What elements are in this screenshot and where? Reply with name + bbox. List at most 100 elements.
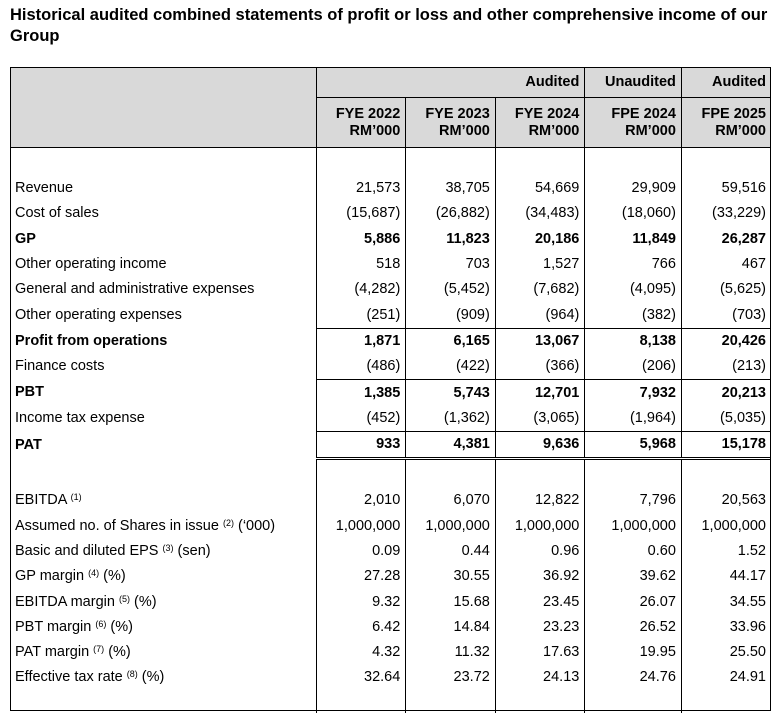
value-cell: 1,527 (494, 251, 585, 278)
value-cell: 19.95 (584, 640, 682, 666)
row-label: General and administrative expenses (15, 281, 255, 298)
row-label-cell: PBT margin (6) (%) (10, 615, 316, 640)
value-cell: (382) (584, 302, 682, 329)
table-row: Revenue 21,573 38,705 54,669 29,909 59,516 (10, 176, 771, 202)
value-cell: 44.17 (680, 564, 771, 590)
value-cell: (486) (315, 354, 406, 380)
value-cell: 12,822 (494, 488, 585, 514)
row-label-cell: PAT margin (7) (%) (10, 640, 316, 665)
value-cell: 0.96 (494, 538, 585, 565)
value-cell: 15,178 (680, 430, 771, 461)
row-label: Effective tax rate (15, 669, 123, 686)
column-header: FPE 2025 RM’000 (680, 97, 771, 148)
value-cell: 766 (584, 251, 682, 278)
value-cell: 17.63 (494, 640, 585, 666)
row-label: EBITDA margin (15, 593, 115, 610)
value-cell: (5,452) (405, 277, 496, 303)
table-row: Other operating income 518 703 1,527 766 467 (10, 251, 771, 278)
row-label-cell: Finance costs (10, 354, 316, 380)
column-period: FYE 2022 (335, 105, 401, 122)
value-cell: 11,823 (405, 226, 496, 252)
column-unit: RM’000 (625, 122, 676, 139)
column-unit: RM’000 (528, 122, 580, 139)
value-cell: 11.32 (405, 640, 496, 666)
value-cell: 11,849 (584, 226, 682, 252)
value-cell: 5,968 (584, 430, 682, 461)
value-cell: 1.52 (680, 538, 771, 565)
table-row: EBITDA (1) 2,010 6,070 12,822 7,796 20,563 (10, 488, 771, 514)
value-cell: 5,743 (405, 379, 496, 406)
table-row: GP 5,886 11,823 20,186 11,849 26,287 (10, 226, 771, 252)
row-label: PAT margin (15, 644, 90, 661)
value-cell: (422) (405, 354, 496, 380)
value-cell: 29,909 (584, 176, 682, 202)
value-cell: 15.68 (405, 589, 496, 615)
value-cell: (26,882) (405, 201, 496, 227)
value-cell: 23.72 (405, 665, 496, 691)
value-cell: 4.32 (315, 640, 406, 666)
row-label-cell: Other operating expenses (10, 302, 316, 328)
section-title: Historical audited combined statements o… (10, 6, 768, 45)
value-cell: 1,000,000 (584, 513, 682, 539)
row-label: Income tax expense (15, 410, 145, 427)
row-label: Profit from operations (15, 332, 168, 349)
header-period-row: FYE 2022 RM’000 FYE 2023 RM’000 FYE 2024 RM’0… (10, 97, 771, 148)
value-cell: (3,065) (494, 405, 585, 432)
row-unit: (‘000) (237, 517, 276, 534)
row-label: Other operating expenses (15, 306, 182, 323)
table-row: PAT 933 4,381 9,636 5,968 15,178 (10, 430, 771, 461)
value-cell: (4,095) (584, 277, 682, 303)
value-cell: 20,186 (494, 226, 585, 252)
row-label: Finance costs (15, 358, 105, 375)
value-cell: 933 (315, 430, 406, 461)
row-label: Other operating income (15, 256, 167, 273)
value-cell: 518 (315, 251, 406, 278)
value-cell: 26.52 (584, 614, 682, 641)
row-unit: (%) (110, 618, 133, 635)
value-cell: (7,682) (494, 277, 585, 303)
row-label: Revenue (15, 180, 74, 197)
value-cell: 34.55 (680, 589, 771, 615)
value-cell: (703) (680, 302, 771, 329)
value-cell: 27.28 (315, 564, 406, 590)
value-cell: 25.50 (680, 640, 771, 666)
row-label-cell: EBITDA (1) (10, 488, 316, 513)
table-row: PAT margin (7) (%) 4.32 11.32 17.63 19.95 25.… (10, 640, 771, 666)
value-cell: (5,625) (680, 277, 771, 303)
footnote-ref: (1) (70, 492, 82, 503)
value-cell: 6,070 (405, 488, 496, 514)
row-label-cell: General and administrative expenses (10, 277, 316, 302)
spacer-row (10, 458, 771, 489)
value-cell: 9.32 (315, 589, 406, 615)
value-cell: 20,563 (680, 488, 771, 514)
value-cell: (18,060) (584, 201, 682, 227)
value-cell: (34,483) (494, 201, 585, 227)
row-label-cell: GP (10, 227, 316, 252)
header-group-row: Audited Unaudited Audited (10, 67, 771, 98)
value-cell: 12,701 (494, 379, 585, 406)
value-cell: 0.60 (584, 538, 682, 565)
value-cell: 54,669 (494, 176, 585, 202)
value-cell: 20,213 (680, 379, 771, 406)
value-cell: 6,165 (405, 327, 496, 355)
table-row: Effective tax rate (8) (%) 32.64 23.72 24.1… (10, 665, 771, 691)
value-cell: 4,381 (405, 430, 496, 461)
table-row: GP margin (4) (%) 27.28 30.55 36.92 39.62 44.… (10, 564, 771, 590)
row-label: Cost of sales (15, 205, 99, 222)
footnote-ref: (6) (95, 618, 107, 629)
value-cell: 36.92 (494, 564, 585, 590)
value-cell: (4,282) (315, 277, 406, 303)
column-period: FYE 2024 (514, 105, 580, 122)
value-cell: (213) (680, 354, 771, 380)
value-cell: (15,687) (315, 201, 406, 227)
value-cell: (1,362) (405, 405, 496, 432)
column-unit: RM’000 (349, 122, 401, 139)
value-cell: 1,000,000 (494, 513, 585, 539)
value-cell: 7,932 (584, 379, 682, 406)
spacer-row (10, 690, 771, 713)
row-label-cell: Revenue (10, 176, 316, 201)
column-unit: RM’000 (439, 122, 490, 139)
value-cell: 8,138 (584, 327, 682, 355)
group-audited-2: Audited (680, 67, 771, 98)
